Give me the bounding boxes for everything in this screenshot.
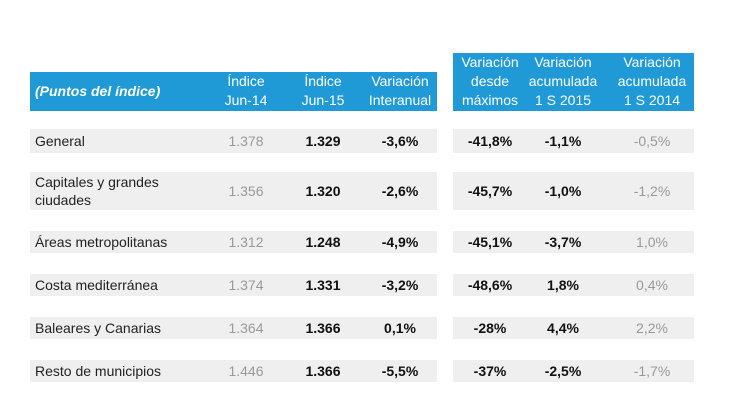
cell-value: -4,9% xyxy=(381,234,419,250)
row-band xyxy=(453,129,694,153)
cell-value: 1,0% xyxy=(636,234,668,250)
cell-value: -0,5% xyxy=(633,133,671,149)
cell-value: 1.248 xyxy=(305,234,341,250)
row-band xyxy=(453,172,694,210)
cell-value: -1,0% xyxy=(544,183,582,199)
row-label: Capitales y grandes ciudades xyxy=(35,174,159,208)
cell-value: 1.320 xyxy=(305,183,341,199)
column-header: (Puntos del índice) xyxy=(35,72,175,110)
row-band xyxy=(30,129,437,153)
row-band xyxy=(30,360,437,382)
column-header: Variación acumulada 1 S 2015 xyxy=(527,53,599,110)
header-line: (Puntos del índice) xyxy=(35,82,161,99)
cell-value: -41,8% xyxy=(467,133,513,149)
cell-value: -1,2% xyxy=(633,183,671,199)
header-band xyxy=(453,53,694,111)
row-band xyxy=(453,317,694,339)
row-band xyxy=(30,172,437,210)
header-line: Interanual xyxy=(368,92,432,108)
header-line: Variación xyxy=(623,54,681,70)
row-label: General xyxy=(35,133,85,149)
column-header: Variación desde máximos xyxy=(453,53,527,110)
column-header: Índice Jun-14 xyxy=(216,72,276,110)
cell-value: -3,2% xyxy=(381,277,419,293)
row-label: Resto de municipios xyxy=(35,363,162,379)
cell-value: 1.446 xyxy=(228,363,264,379)
cell-value: 1.364 xyxy=(228,320,264,336)
header-line: Variación xyxy=(461,54,519,70)
cell-value: -3,6% xyxy=(381,133,419,149)
cell-value: 1,8% xyxy=(547,277,579,293)
cell-value: -1,7% xyxy=(633,363,671,379)
cell-value: 4,4% xyxy=(547,320,579,336)
header-line: Jun-15 xyxy=(301,92,345,108)
cell-value: -45,1% xyxy=(467,234,513,250)
cell-value: -37% xyxy=(473,363,507,379)
row-label: Costa mediterránea xyxy=(35,277,158,293)
header-line: máximos xyxy=(461,92,518,108)
header-line: Índice xyxy=(227,73,265,89)
cell-value: 0,1% xyxy=(384,320,416,336)
header-line: Variación xyxy=(371,73,429,89)
cell-value: 1.329 xyxy=(305,133,341,149)
column-header: Variación acumulada 1 S 2014 xyxy=(610,53,694,110)
column-header: Variación Interanual xyxy=(362,72,438,110)
cell-value: 1.331 xyxy=(305,277,341,293)
header-line: Variación xyxy=(534,54,592,70)
row-band xyxy=(453,231,694,253)
row-label: Baleares y Canarias xyxy=(35,320,162,336)
row-band xyxy=(453,274,694,296)
header-line: Índice xyxy=(304,73,342,89)
cell-value: -48,6% xyxy=(467,277,513,293)
cell-value: 1.366 xyxy=(305,320,341,336)
cell-value: -45,7% xyxy=(467,183,513,199)
cell-value: 1.356 xyxy=(228,183,264,199)
header-line: 1 S 2014 xyxy=(623,92,681,108)
cell-value: -1,1% xyxy=(544,133,582,149)
header-line: 1 S 2015 xyxy=(534,92,592,108)
cell-value: 0,4% xyxy=(636,277,668,293)
column-header: Índice Jun-15 xyxy=(292,72,354,110)
cell-value: 1.312 xyxy=(228,234,264,250)
cell-value: 1.366 xyxy=(305,363,341,379)
cell-value: -2,6% xyxy=(381,183,419,199)
row-label: Áreas metropolitanas xyxy=(35,234,168,250)
cell-value: -28% xyxy=(473,320,507,336)
header-band xyxy=(30,72,437,111)
row-band xyxy=(30,231,437,253)
header-line: acumulada xyxy=(617,73,687,89)
cell-value: -2,5% xyxy=(544,363,582,379)
cell-value: 1.378 xyxy=(228,133,264,149)
cell-value: 1.374 xyxy=(228,277,264,293)
header-line: acumulada xyxy=(528,73,598,89)
header-line: desde xyxy=(470,73,510,89)
cell-value: 2,2% xyxy=(636,320,668,336)
row-band xyxy=(453,360,694,382)
row-band xyxy=(30,317,437,339)
cell-value: -3,7% xyxy=(544,234,582,250)
cell-value: -5,5% xyxy=(381,363,419,379)
header-line: Jun-14 xyxy=(224,92,268,108)
row-band xyxy=(30,274,437,296)
